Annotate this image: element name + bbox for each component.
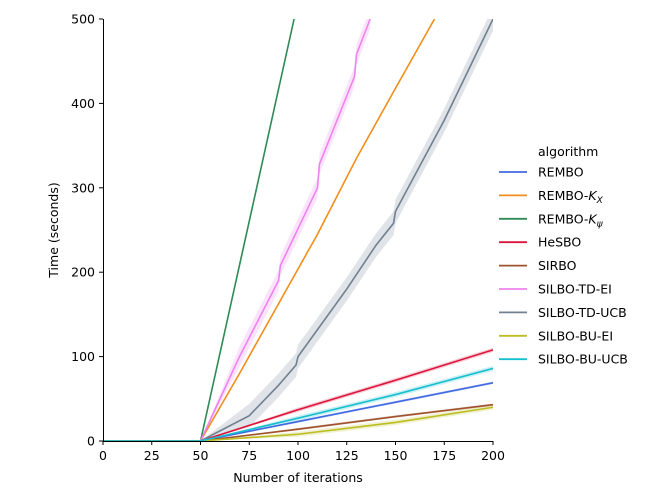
line-sirbo (103, 403, 493, 441)
legend-label: REMBO-KX (538, 188, 604, 206)
legend-label: HeSBO (538, 235, 581, 250)
x-tick-label: 125 (335, 448, 359, 463)
band-rembo-k-psi (103, 19, 295, 441)
line-hesbo (103, 349, 493, 441)
line-rembo (103, 381, 493, 441)
legend-title: algorithm (538, 144, 598, 159)
legend-label: REMBO (538, 165, 584, 180)
y-tick-label: 0 (87, 434, 95, 449)
legend-label: SILBO-TD-UCB (538, 305, 627, 320)
confidence-bands (103, 19, 493, 441)
y-ticks: 0 100 200 300 400 500 (71, 12, 103, 449)
x-tick-label: 200 (481, 448, 505, 463)
legend-label: SILBO-TD-EI (538, 282, 612, 297)
y-tick-label: 300 (71, 180, 95, 195)
line-silbo-bu-ucb (103, 367, 493, 441)
line-silbo-td-ei (103, 19, 371, 441)
y-axis-label: Time (seconds) (46, 182, 61, 278)
x-tick-label: 0 (99, 448, 107, 463)
line-silbo-td-ucb (103, 19, 493, 441)
x-ticks: 0 25 50 75 100 125 150 175 200 (99, 441, 505, 463)
legend-label: SIRBO (538, 258, 577, 273)
x-tick-label: 75 (241, 448, 257, 463)
band-silbo-td-ei (103, 19, 371, 441)
series-lines (103, 19, 493, 441)
x-tick-label: 100 (286, 448, 310, 463)
line-rembo-k-x (103, 19, 436, 441)
legend-label: SILBO-BU-UCB (538, 352, 628, 367)
y-tick-label: 500 (71, 12, 95, 27)
legend: algorithm REMBO REMBO-KX REMBO-Kψ HeSBO SIRBO… (499, 144, 628, 367)
x-tick-label: 50 (193, 448, 209, 463)
line-rembo-k-psi (103, 19, 295, 441)
line-silbo-bu-ei (103, 406, 493, 441)
legend-label: SILBO-BU-EI (538, 328, 613, 343)
x-axis-label: Number of iterations (233, 470, 363, 485)
legend-label: REMBO-Kψ (538, 211, 604, 229)
x-tick-label: 150 (384, 448, 408, 463)
y-tick-label: 200 (71, 265, 95, 280)
x-tick-label: 25 (144, 448, 160, 463)
x-tick-label: 175 (432, 448, 456, 463)
y-tick-label: 100 (71, 349, 95, 364)
y-tick-label: 400 (71, 96, 95, 111)
